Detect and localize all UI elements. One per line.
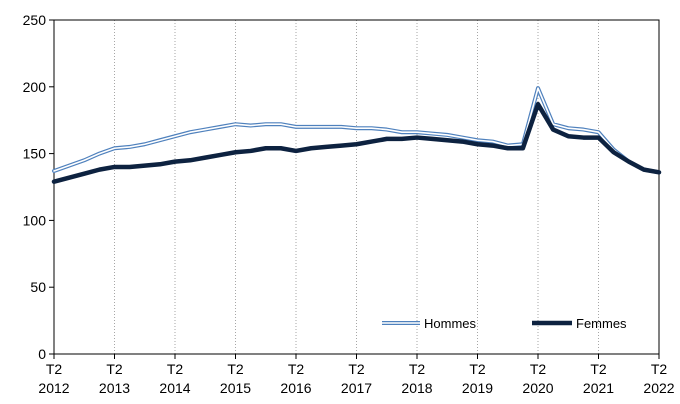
series-line-hommes-inner [53,87,660,174]
y-tick-label-100: 100 [23,212,47,228]
plot-frame [53,19,660,355]
x-tick-label-quarter-9: T2 [590,361,607,377]
y-tick-label-50: 50 [30,279,46,295]
x-tick-label-quarter-2: T2 [167,361,184,377]
grid-layer [114,20,660,354]
series-line-hommes [52,86,661,175]
x-tick-label-quarter-6: T2 [409,361,426,377]
series-layer [51,86,662,184]
x-tick-label-year-7: 2019 [462,380,493,396]
y-tick-label-200: 200 [23,79,47,95]
y-tick-label-250: 250 [23,12,47,28]
legend-hommes-label: Hommes [424,316,477,331]
x-tick-label-quarter-4: T2 [288,361,305,377]
y-tick-label-0: 0 [38,346,46,362]
x-tick-label-quarter-8: T2 [530,361,547,377]
x-tick-label-year-5: 2017 [341,380,372,396]
x-tick-label-year-10: 2022 [643,380,674,396]
x-tick-label-year-1: 2013 [99,380,130,396]
x-tick-label-year-3: 2015 [220,380,251,396]
x-tick-label-year-4: 2016 [280,380,311,396]
series-line-femmes [51,101,662,184]
x-tick-label-quarter-0: T2 [46,361,63,377]
x-tick-label-year-2: 2014 [159,380,190,396]
x-tick-label-year-6: 2018 [401,380,432,396]
x-tick-label-quarter-1: T2 [106,361,123,377]
legend: Hommes Femmes [382,316,627,331]
x-tick-label-year-8: 2020 [522,380,553,396]
x-tick-label-quarter-10: T2 [651,361,668,377]
x-tick-label-year-9: 2021 [583,380,614,396]
x-tick-label-year-0: 2012 [38,380,69,396]
x-tick-label-quarter-7: T2 [469,361,486,377]
y-tick-label-150: 150 [23,146,47,162]
axis-layer: 0 50 100 150 200 250 T2 2012 T2 2013 T2 2014 T2 2015 T… [23,12,675,396]
legend-femmes-label: Femmes [576,316,627,331]
x-tick-label-quarter-5: T2 [348,361,365,377]
x-tick-label-quarter-3: T2 [227,361,244,377]
